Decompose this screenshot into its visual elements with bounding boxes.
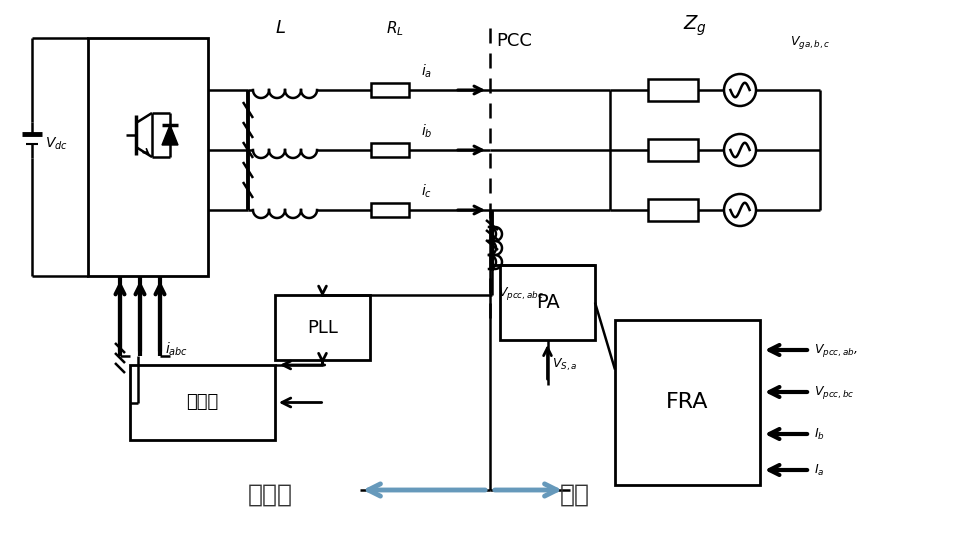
Bar [275,295,370,360]
Text: $R_L$: $R_L$ [386,19,403,37]
Bar [648,79,698,101]
Bar [615,320,760,485]
Text: $V_{pcc,abc}$: $V_{pcc,abc}$ [498,285,544,302]
Text: $V_{ga,b,c}$: $V_{ga,b,c}$ [790,34,831,51]
Text: 控制器: 控制器 [187,394,219,411]
Bar [648,139,698,161]
Bar [371,143,409,157]
Text: $V_{pcc,bc}$: $V_{pcc,bc}$ [814,384,854,401]
Text: $i_{abc}$: $i_{abc}$ [165,341,188,358]
Text: $V_{S,a}$: $V_{S,a}$ [553,357,578,373]
Text: $V_{dc}$: $V_{dc}$ [45,136,67,152]
Text: $i_b$: $i_b$ [421,123,432,140]
Bar [88,38,208,276]
Text: $V_{pcc,ab}$,: $V_{pcc,ab}$, [814,341,858,358]
Text: PA: PA [535,293,560,312]
Text: FRA: FRA [666,393,709,412]
Bar [371,83,409,97]
Text: $I_a$: $I_a$ [814,462,824,478]
Text: $i_a$: $i_a$ [421,63,432,80]
Text: PLL: PLL [307,318,338,337]
Bar [130,365,275,440]
Text: PCC: PCC [496,32,532,50]
Text: $L$: $L$ [274,19,285,37]
Text: 逆变器: 逆变器 [247,483,293,507]
Text: $i_c$: $i_c$ [421,183,432,201]
Polygon shape [162,125,178,145]
Text: $I_b$: $I_b$ [814,426,825,441]
Bar [500,265,595,340]
Bar [371,203,409,217]
Text: 电网: 电网 [560,483,590,507]
Bar [648,199,698,221]
Text: $Z_g$: $Z_g$ [683,14,707,39]
